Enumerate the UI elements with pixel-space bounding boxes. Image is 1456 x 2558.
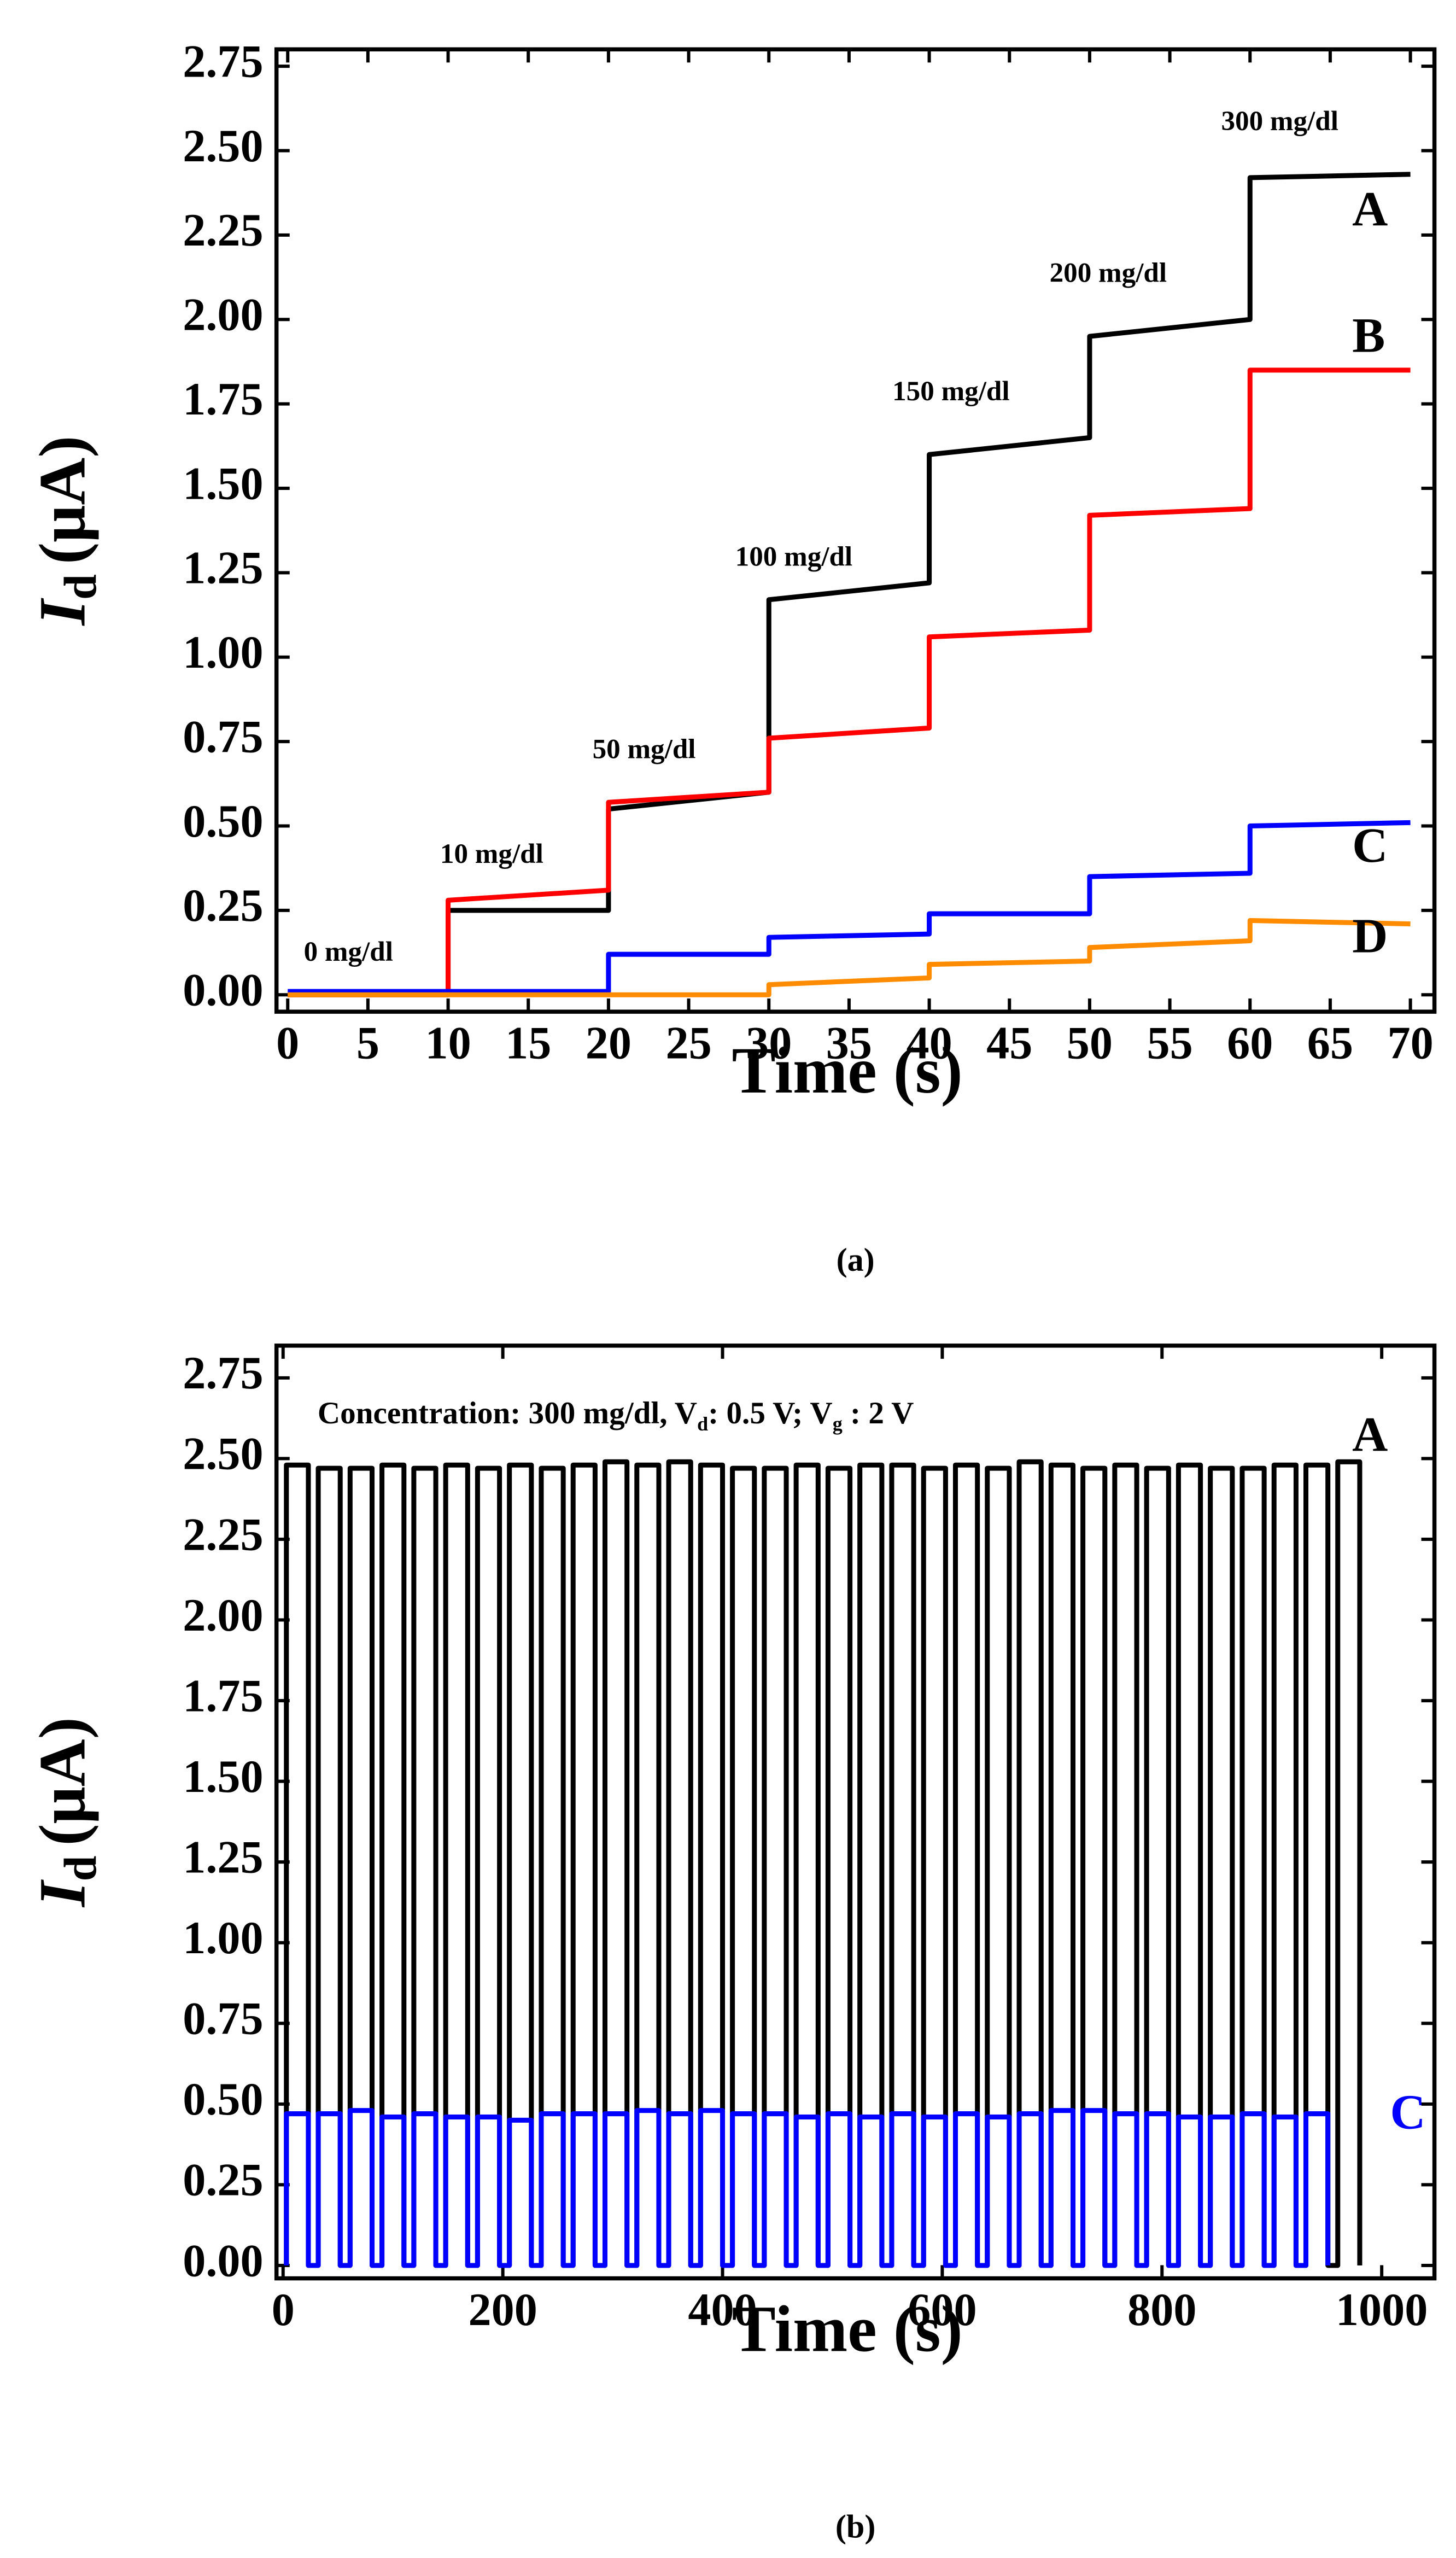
y-tick-label: 2.50 bbox=[183, 1429, 263, 1480]
x-tick-label: 10 bbox=[425, 1018, 471, 1069]
annotation: 0 mg/dl bbox=[304, 936, 393, 967]
y-tick-label: 0.75 bbox=[183, 1994, 263, 2045]
y-title-subscript: d bbox=[56, 574, 107, 600]
x-tick-label: 0 bbox=[272, 2285, 295, 2335]
y-tick-label: 1.50 bbox=[183, 458, 263, 509]
x-tick-label: 5 bbox=[356, 1018, 379, 1069]
y-tick-label: 2.25 bbox=[183, 205, 263, 256]
series-label: C bbox=[1352, 818, 1388, 873]
y-tick-label: 0.50 bbox=[183, 2074, 263, 2125]
series-label: A bbox=[1352, 1407, 1388, 1462]
y-tick-label: 1.75 bbox=[183, 1671, 263, 1721]
series-label: B bbox=[1352, 308, 1385, 363]
y-tick-label: 0.50 bbox=[183, 796, 263, 847]
y-tick-label: 2.00 bbox=[183, 290, 263, 341]
annotation-text: : 0.5 V; V bbox=[708, 1396, 833, 1430]
series-label: A bbox=[1352, 182, 1388, 236]
x-tick-label: 25 bbox=[665, 1018, 711, 1069]
y-tick-label: 2.50 bbox=[183, 121, 263, 172]
y-tick-label: 2.75 bbox=[183, 36, 263, 87]
y-tick-label: 2.75 bbox=[183, 1348, 263, 1399]
x-tick-label: 30 bbox=[746, 1018, 792, 1069]
y-tick-label: 0.25 bbox=[183, 2155, 263, 2206]
data-line bbox=[288, 820, 1411, 994]
y-title-unit: (μA) bbox=[26, 1717, 99, 1846]
plot-frame bbox=[274, 1344, 1437, 2281]
y-tick-label: 0.75 bbox=[183, 711, 263, 762]
x-tick-label: 35 bbox=[826, 1018, 872, 1069]
x-tick-label: 15 bbox=[505, 1018, 551, 1069]
x-tick-label: 60 bbox=[1227, 1018, 1273, 1069]
y-tick-label: 1.75 bbox=[183, 374, 263, 425]
annotation-subscript: g bbox=[833, 1414, 843, 1435]
y-tick-label: 1.00 bbox=[183, 1913, 263, 1964]
x-tick-label: 55 bbox=[1147, 1018, 1192, 1069]
annotation-subscript: d bbox=[697, 1414, 708, 1435]
annotation-text: : 2 V bbox=[843, 1396, 914, 1430]
annotation: 100 mg/dl bbox=[735, 541, 852, 572]
annotation: 10 mg/dl bbox=[440, 838, 543, 869]
y-title-subscript: d bbox=[56, 1856, 107, 1882]
data-line bbox=[288, 172, 1411, 997]
y-tick-label: 1.50 bbox=[183, 1751, 263, 1802]
x-tick-label: 800 bbox=[1127, 2285, 1196, 2335]
annotation-text: Concentration: 300 mg/dl, V bbox=[318, 1396, 697, 1430]
y-tick-label: 0.00 bbox=[183, 965, 263, 1016]
caption: (b) bbox=[835, 2509, 876, 2545]
series-label: D bbox=[1352, 909, 1388, 963]
x-tick-label: 400 bbox=[688, 2285, 757, 2335]
y-tick-label: 0.00 bbox=[183, 2235, 263, 2286]
y-tick-label: 2.25 bbox=[183, 1509, 263, 1560]
annotation: 50 mg/dl bbox=[593, 733, 696, 764]
plot-frame bbox=[274, 47, 1437, 1014]
caption: (a) bbox=[837, 1242, 875, 1278]
y-tick-label: 0.25 bbox=[183, 880, 263, 931]
x-axis-title: Time (s) bbox=[732, 2293, 962, 2366]
annotation: 200 mg/dl bbox=[1050, 258, 1167, 289]
data-line bbox=[288, 918, 1411, 997]
y-tick-label: 1.25 bbox=[183, 543, 263, 594]
annotation: Concentration: 300 mg/dl, Vd: 0.5 V; Vg … bbox=[318, 1396, 914, 1435]
x-axis-title: Time (s) bbox=[732, 1035, 962, 1107]
y-tick-label: 1.00 bbox=[183, 627, 263, 678]
y-axis-title: Id (μA) bbox=[26, 1717, 107, 1908]
x-tick-label: 45 bbox=[986, 1018, 1032, 1069]
x-tick-label: 50 bbox=[1067, 1018, 1113, 1069]
y-title-unit: (μA) bbox=[26, 436, 99, 564]
x-tick-label: 200 bbox=[468, 2285, 537, 2335]
data-line bbox=[284, 2108, 1331, 2268]
y-title-symbol: I bbox=[26, 598, 99, 627]
y-tick-label: 1.25 bbox=[183, 1832, 263, 1883]
y-tick-label: 2.00 bbox=[183, 1590, 263, 1641]
x-tick-label: 65 bbox=[1307, 1018, 1353, 1069]
data-line bbox=[288, 367, 1411, 997]
x-tick-label: 1000 bbox=[1336, 2285, 1428, 2335]
annotation: 150 mg/dl bbox=[892, 376, 1009, 407]
x-tick-label: 600 bbox=[908, 2285, 976, 2335]
y-title-symbol: I bbox=[26, 1879, 99, 1908]
x-tick-label: 70 bbox=[1387, 1018, 1433, 1069]
y-axis-title: Id (μA) bbox=[26, 436, 107, 627]
x-tick-label: 0 bbox=[276, 1018, 299, 1069]
x-tick-label: 40 bbox=[906, 1018, 952, 1069]
series-label: C bbox=[1390, 2084, 1425, 2139]
x-tick-label: 20 bbox=[586, 1018, 631, 1069]
annotation: 300 mg/dl bbox=[1221, 106, 1338, 137]
